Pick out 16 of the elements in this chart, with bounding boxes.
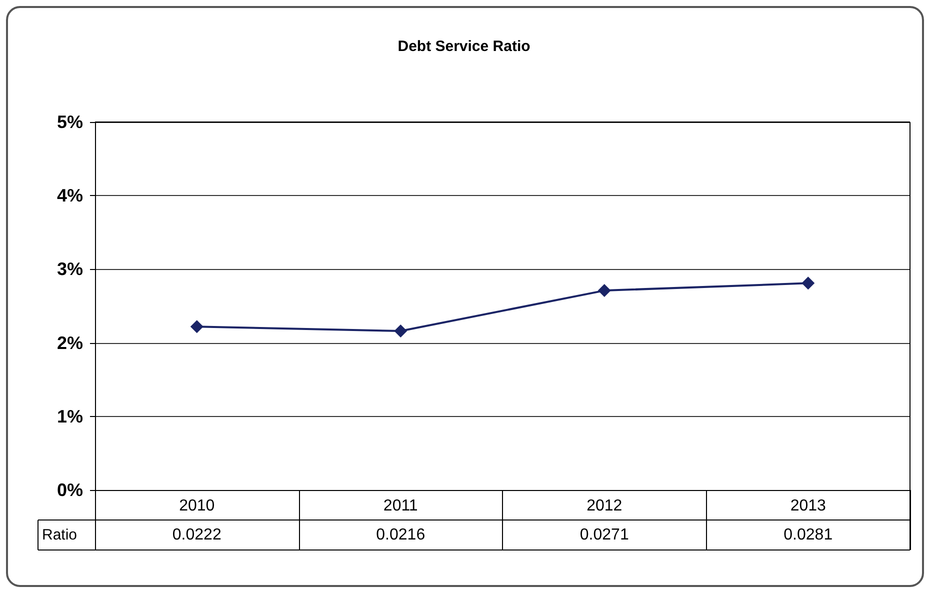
y-tick-label: 3%: [56, 259, 83, 280]
x-tick-label: 2013: [790, 498, 826, 514]
x-tick-label: 2010: [179, 498, 215, 514]
data-label: 0.0222: [172, 526, 222, 544]
data-label: 0.0271: [580, 526, 629, 544]
x-tick-label: 2012: [586, 498, 622, 514]
text: Ratio: [42, 526, 78, 544]
y-tick-label: 4%: [56, 186, 83, 206]
y-tick-label: 2%: [56, 332, 83, 353]
x-tick-label: 2011: [383, 498, 418, 514]
chart-title: Debt Service Ratio: [398, 38, 530, 55]
data-label: 0.0281: [784, 526, 833, 544]
data-label: 0.0216: [376, 526, 426, 544]
y-tick-label: 1%: [56, 406, 83, 426]
y-tick-label: 5%: [56, 112, 83, 132]
y-tick-label: 0%: [56, 480, 83, 500]
